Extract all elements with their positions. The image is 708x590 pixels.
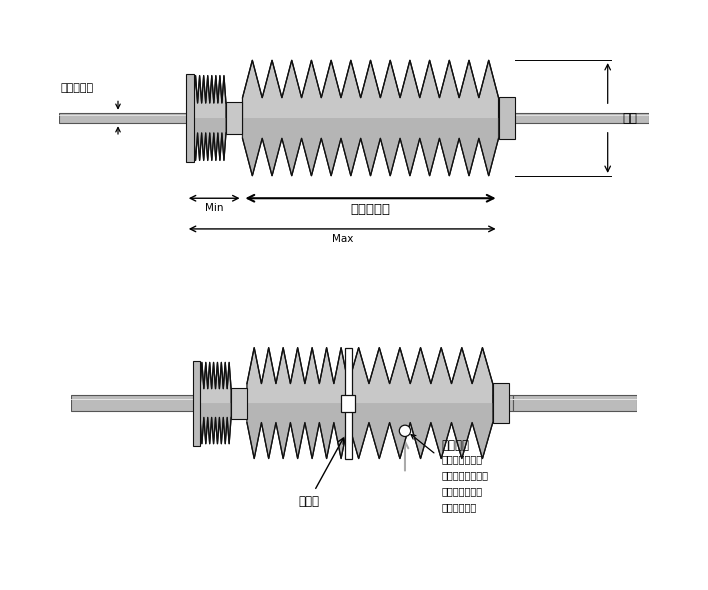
Polygon shape — [200, 403, 231, 444]
Polygon shape — [200, 362, 231, 444]
Polygon shape — [348, 403, 493, 458]
Text: を避けて穴が開: を避けて穴が開 — [442, 486, 483, 496]
Bar — [193, 360, 200, 445]
Text: 外径: 外径 — [622, 112, 637, 124]
Text: エアー穴: エアー穴 — [442, 440, 470, 453]
Polygon shape — [193, 118, 226, 160]
Bar — [226, 102, 242, 135]
Bar — [498, 97, 515, 139]
Bar — [493, 383, 508, 424]
Text: ストローク: ストローク — [350, 203, 391, 216]
Bar — [345, 348, 352, 458]
Bar — [508, 113, 649, 123]
Polygon shape — [193, 76, 226, 160]
Text: いています。: いています。 — [442, 502, 477, 512]
Circle shape — [399, 425, 411, 437]
Bar — [341, 395, 355, 412]
Text: 中間板: 中間板 — [298, 496, 319, 509]
Bar — [195, 395, 513, 411]
Bar — [71, 395, 195, 411]
Bar — [185, 74, 193, 162]
Polygon shape — [242, 118, 498, 176]
Text: （ジョイント部）: （ジョイント部） — [442, 470, 489, 480]
Polygon shape — [247, 348, 348, 458]
Polygon shape — [242, 60, 498, 176]
Polygon shape — [247, 403, 348, 458]
Text: Min: Min — [205, 203, 224, 213]
Bar — [513, 395, 637, 411]
Polygon shape — [348, 348, 493, 458]
Text: Max: Max — [331, 234, 353, 244]
Bar — [59, 113, 189, 123]
Text: シャフト径: シャフト径 — [60, 84, 93, 93]
Text: エンドレス加工: エンドレス加工 — [442, 455, 483, 465]
Bar — [231, 388, 247, 419]
